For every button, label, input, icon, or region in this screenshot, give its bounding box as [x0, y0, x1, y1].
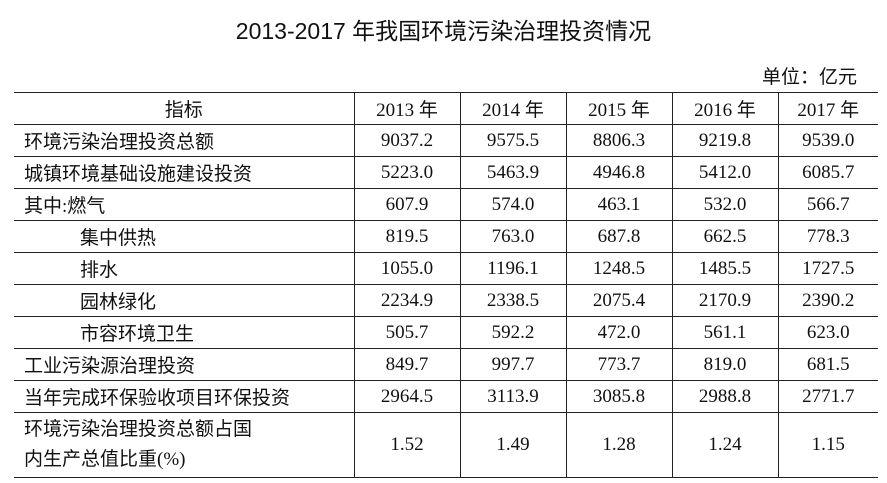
cell-value: 1055.0	[353, 252, 460, 285]
data-table: 指标 2013 年 2014 年 2015 年 2016 年 2017 年 环境污染治理投…	[14, 92, 878, 478]
cell-value: 1.52	[353, 412, 460, 478]
cell-value: 687.8	[565, 220, 672, 253]
cell-value: 1.15	[777, 412, 878, 478]
row-label: 工业污染源治理投资	[14, 348, 354, 381]
table-row: 城镇环境基础设施建设投资 5223.0 5463.9 4946.8 5412.0 6085…	[14, 156, 878, 189]
cell-value: 6085.7	[777, 156, 878, 189]
cell-value: 2075.4	[565, 284, 672, 317]
cell-value: 9539.0	[777, 124, 878, 157]
cell-value: 472.0	[565, 316, 672, 349]
cell-value: 662.5	[671, 220, 778, 253]
cell-value: 532.0	[671, 188, 778, 221]
row-label: 其中:燃气	[14, 188, 354, 221]
row-label: 集中供热	[14, 220, 354, 253]
table-row: 工业污染源治理投资 849.7 997.7 773.7 819.0 681.5	[14, 348, 878, 381]
header-row: 指标 2013 年 2014 年 2015 年 2016 年 2017 年	[14, 92, 878, 125]
cell-value: 574.0	[459, 188, 566, 221]
label-line: 市容环境卫生	[80, 324, 195, 345]
table-row: 排水 1055.0 1196.1 1248.5 1485.5 1727.5	[14, 252, 878, 285]
label-line: 环境污染治理投资总额占国	[24, 419, 253, 440]
cell-value: 763.0	[459, 220, 566, 253]
cell-value: 1.49	[459, 412, 566, 478]
table-body: 环境污染治理投资总额 9037.2 9575.5 8806.3 9219.8 9539.0…	[14, 124, 878, 478]
cell-value: 9219.8	[671, 124, 778, 157]
cell-value: 2390.2	[777, 284, 878, 317]
cell-value: 1196.1	[459, 252, 566, 285]
cell-value: 505.7	[353, 316, 460, 349]
cell-value: 1727.5	[777, 252, 878, 285]
cell-value: 561.1	[671, 316, 778, 349]
cell-value: 3085.8	[565, 380, 672, 413]
table-row: 其中:燃气 607.9 574.0 463.1 532.0 566.7	[14, 188, 878, 221]
row-label: 当年完成环保验收项目环保投资	[14, 380, 354, 413]
row-label: 排水	[14, 252, 354, 285]
column-header: 2015 年	[565, 92, 672, 125]
cell-value: 5412.0	[671, 156, 778, 189]
cell-value: 566.7	[777, 188, 878, 221]
row-label: 园林绿化	[14, 284, 354, 317]
cell-value: 5223.0	[353, 156, 460, 189]
unit: 单位：亿元	[761, 67, 857, 88]
table-row: 环境污染治理投资总额占国 内生产总值比重(%) 1.52 1.49 1.28 1.24 1.…	[14, 412, 878, 478]
cell-value: 2964.5	[353, 380, 460, 413]
cell-value: 849.7	[353, 348, 460, 381]
table-row: 当年完成环保验收项目环保投资 2964.5 3113.9 3085.8 2988.8 27…	[14, 380, 878, 413]
label-line: 内生产总值比重(%)	[24, 449, 186, 470]
row-label: 市容环境卫生	[14, 316, 354, 349]
label-line: 工业污染源治理投资	[24, 356, 196, 377]
label-line: 园林绿化	[80, 292, 157, 313]
cell-value: 623.0	[777, 316, 878, 349]
cell-value: 5463.9	[459, 156, 566, 189]
label-line: 集中供热	[80, 228, 157, 249]
cell-value: 778.3	[777, 220, 878, 253]
label-line: 排水	[80, 260, 119, 281]
label-line: 其中:燃气	[24, 196, 106, 217]
cell-value: 463.1	[565, 188, 672, 221]
label-line: 当年完成环保验收项目环保投资	[24, 388, 291, 409]
row-label: 环境污染治理投资总额	[14, 124, 354, 157]
cell-value: 2988.8	[671, 380, 778, 413]
cell-value: 8806.3	[565, 124, 672, 157]
cell-value: 1.24	[671, 412, 778, 478]
cell-value: 819.0	[671, 348, 778, 381]
row-label: 环境污染治理投资总额占国 内生产总值比重(%)	[14, 412, 354, 478]
column-header: 2014 年	[459, 92, 566, 125]
cell-value: 1485.5	[671, 252, 778, 285]
column-header: 2013 年	[353, 92, 460, 125]
column-header: 指标	[14, 92, 354, 125]
table-row: 环境污染治理投资总额 9037.2 9575.5 8806.3 9219.8 9539.0	[14, 124, 878, 157]
label-line: 城镇环境基础设施建设投资	[24, 164, 253, 185]
cell-value: 1248.5	[565, 252, 672, 285]
cell-value: 9575.5	[459, 124, 566, 157]
cell-value: 997.7	[459, 348, 566, 381]
cell-value: 607.9	[353, 188, 460, 221]
cell-value: 4946.8	[565, 156, 672, 189]
cell-value: 3113.9	[459, 380, 566, 413]
table-row: 园林绿化 2234.9 2338.5 2075.4 2170.9 2390.2	[14, 284, 878, 317]
column-header: 2017 年	[777, 92, 878, 125]
row-label: 城镇环境基础设施建设投资	[14, 156, 354, 189]
table-row: 市容环境卫生 505.7 592.2 472.0 561.1 623.0	[14, 316, 878, 349]
cell-value: 2338.5	[459, 284, 566, 317]
label-line: 环境污染治理投资总额	[24, 132, 215, 153]
cell-value: 773.7	[565, 348, 672, 381]
cell-value: 1.28	[565, 412, 672, 478]
cell-value: 2170.9	[671, 284, 778, 317]
title: 2013-2017 年我国环境污染治理投资情况	[235, 18, 652, 44]
cell-value: 2771.7	[777, 380, 878, 413]
cell-value: 592.2	[459, 316, 566, 349]
table-row: 集中供热 819.5 763.0 687.8 662.5 778.3	[14, 220, 878, 253]
cell-value: 2234.9	[353, 284, 460, 317]
cell-value: 681.5	[777, 348, 878, 381]
column-header: 2016 年	[671, 92, 778, 125]
cell-value: 9037.2	[353, 124, 460, 157]
cell-value: 819.5	[353, 220, 460, 253]
